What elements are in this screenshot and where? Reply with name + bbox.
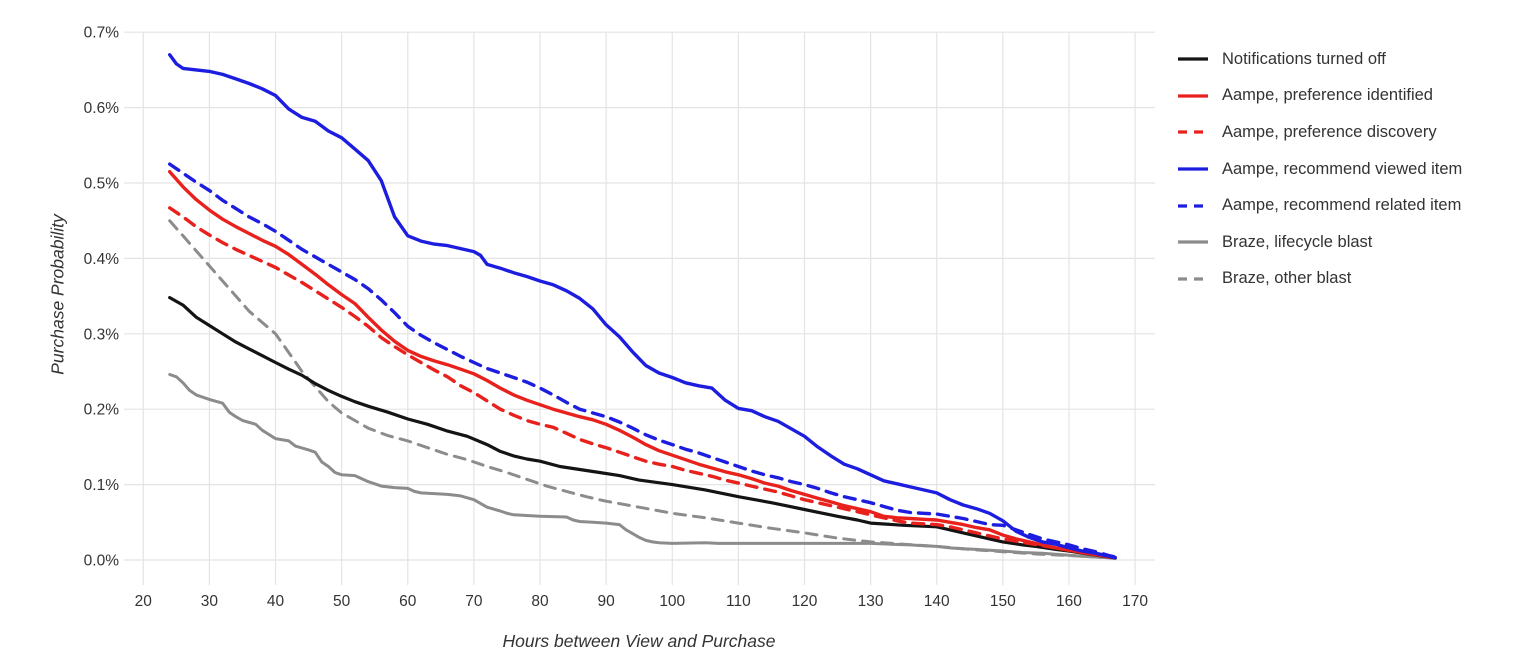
x-tick-label: 150 <box>990 593 1016 610</box>
legend-label: Aampe, recommend viewed item <box>1222 159 1463 178</box>
series-line-braze-lifecycle <box>168 373 1117 560</box>
legend-swatch-line <box>1178 57 1208 61</box>
series-line-braze-other <box>168 219 1117 560</box>
legend-item: Aampe, preference discovery <box>1177 114 1462 151</box>
legend-label: Braze, lifecycle blast <box>1222 232 1373 251</box>
series-line-aampe-pref-discovery <box>167 206 1118 560</box>
x-tick-label: 40 <box>267 593 285 610</box>
legend-label: Aampe, preference discovery <box>1222 122 1437 141</box>
legend-label: Aampe, recommend related item <box>1222 196 1462 215</box>
legend-item: Braze, other blast <box>1177 261 1462 298</box>
legend-label: Aampe, preference identified <box>1222 86 1433 105</box>
legend-swatch-line <box>1178 94 1208 98</box>
legend-swatch-line <box>1178 204 1208 208</box>
x-axis-title: Hours between View and Purchase <box>439 631 839 652</box>
x-tick-label: 30 <box>201 593 219 610</box>
x-tick-label: 70 <box>465 593 483 610</box>
legend-item: Aampe, preference identified <box>1177 78 1462 115</box>
legend-item: Aampe, recommend viewed item <box>1177 151 1462 188</box>
y-tick-label: 0.3% <box>84 326 120 343</box>
y-tick-label: 0.7% <box>84 25 120 42</box>
x-tick-label: 20 <box>135 593 153 610</box>
legend-swatch-line <box>1178 167 1208 171</box>
legend-swatch-line <box>1178 130 1208 135</box>
x-axis-title-text: Hours between View and Purchase <box>502 631 776 651</box>
legend-label: Braze, other blast <box>1222 269 1352 288</box>
y-tick-label: 0.5% <box>84 176 120 193</box>
y-tick-label: 0.1% <box>84 477 120 494</box>
legend: Notifications turned off Aampe, preferen… <box>1177 41 1462 297</box>
x-tick-label: 110 <box>726 593 751 610</box>
legend-item: Notifications turned off <box>1177 41 1462 78</box>
series-line-aampe-rec-related <box>167 162 1118 559</box>
x-tick-label: 130 <box>858 593 884 610</box>
x-tick-label: 50 <box>333 593 351 610</box>
x-tick-label: 60 <box>399 593 417 610</box>
series-line-aampe-pref-identified <box>167 169 1118 560</box>
x-tick-label: 90 <box>598 593 616 610</box>
legend-label: Notifications turned off <box>1222 49 1386 68</box>
x-tick-label: 80 <box>531 593 549 610</box>
x-tick-label: 100 <box>659 593 685 610</box>
x-tick-label: 160 <box>1056 593 1082 610</box>
y-axis-title-text: Purchase Probability <box>47 214 68 375</box>
legend-swatch-line <box>1178 240 1208 244</box>
legend-item: Braze, lifecycle blast <box>1177 224 1462 261</box>
x-tick-label: 170 <box>1122 593 1148 610</box>
x-tick-label: 120 <box>792 593 818 610</box>
legend-swatch-line <box>1178 277 1208 281</box>
y-tick-label: 0.4% <box>84 251 120 268</box>
y-tick-label: 0.0% <box>84 553 120 570</box>
series-line-notifications-off <box>168 296 1117 560</box>
y-tick-label: 0.6% <box>84 100 120 117</box>
x-tick-label: 140 <box>924 593 950 610</box>
series-line-aampe-rec-viewed <box>167 53 1118 560</box>
y-axis-title: Purchase Probability <box>48 145 69 445</box>
y-tick-label: 0.2% <box>84 402 120 419</box>
legend-item: Aampe, recommend related item <box>1177 187 1462 224</box>
